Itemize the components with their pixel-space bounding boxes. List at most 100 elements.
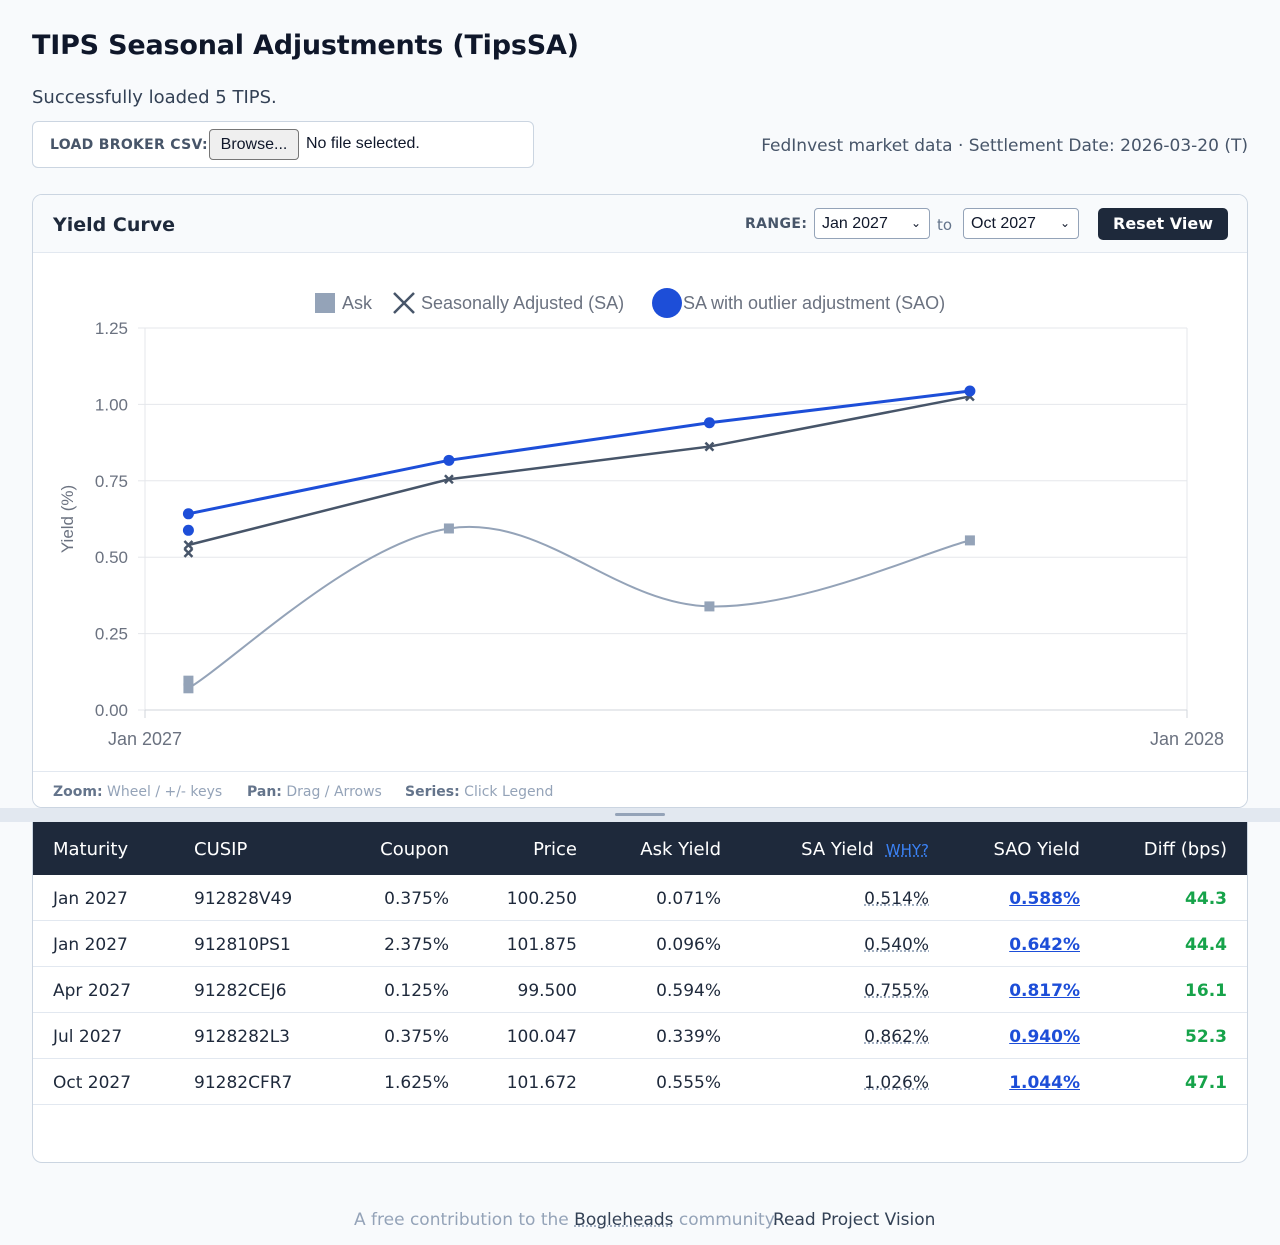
chevron-down-icon: ⌄ [910,216,921,230]
ask-point [183,683,194,694]
sao-point [964,385,976,397]
series-hint: Series: Click Legend [405,784,554,800]
y-tick-label: 0.75 [95,472,128,491]
cell-maturity: Jul 2027 [53,1027,123,1047]
cell-sa-yield[interactable]: 0.514% [864,889,929,909]
cell-maturity: Jan 2027 [53,935,128,955]
cell-diff: 16.1 [1185,981,1227,1001]
table-row: Jul 2027 9128282L3 0.375% 100.047 0.339% 0.86… [33,1013,1247,1059]
th-sa-yield: SA Yield WHY? [801,839,929,860]
cell-cusip: 91282CEJ6 [194,981,287,1001]
chart-card: Yield Curve RANGE: Jan 2027 ⌄ to Oct 202… [32,194,1248,808]
th-sao-yield: SAO Yield [993,839,1080,860]
cell-sa-yield[interactable]: 0.540% [864,935,929,955]
csv-label: LOAD BROKER CSV: [50,137,208,153]
cell-coupon: 1.625% [384,1073,449,1093]
table-row: Jan 2027 912828V49 0.375% 100.250 0.071% 0.51… [33,875,1247,921]
x-tick-label: Jan 2027 [108,729,182,749]
cell-sa-yield[interactable]: 0.862% [864,1027,929,1047]
legend-circle-icon [652,288,682,318]
th-maturity: Maturity [53,839,129,860]
legend-label[interactable]: Seasonally Adjusted (SA) [421,293,624,313]
zoom-hint: Zoom: Wheel / +/- keys [53,784,223,800]
sao-point [443,454,455,466]
cell-sao-yield[interactable]: 0.940% [1009,1027,1080,1047]
cell-cusip: 912828V49 [194,889,293,909]
y-tick-label: 1.00 [95,395,128,414]
reset-view-button[interactable]: Reset View [1098,208,1228,240]
ask-point [704,601,715,612]
ask-point [183,675,194,686]
chart-header: Yield Curve RANGE: Jan 2027 ⌄ to Oct 202… [33,195,1247,253]
table-row: Oct 2027 91282CFR7 1.625% 101.672 0.555% 1.02… [33,1059,1247,1105]
th-ask-yield: Ask Yield [640,839,721,860]
cell-cusip: 912810PS1 [194,935,291,955]
series-line-1 [188,395,971,547]
cell-coupon: 0.375% [384,889,449,909]
cell-ask-yield: 0.339% [656,1027,721,1047]
yield-curve-chart[interactable]: 0.00 0.25 0.50 0.75 1.00 1.25 Jan 2027 Jan 2028… [33,253,1247,771]
legend-x-icon [393,292,415,314]
cell-ask-yield: 0.555% [656,1073,721,1093]
cell-cusip: 9128282L3 [194,1027,290,1047]
cell-diff: 44.3 [1185,889,1227,909]
cell-diff: 47.1 [1185,1073,1227,1093]
chart-hints: Zoom: Wheel / +/- keys Pan: Drag / Arrow… [33,771,1247,807]
range-from-select[interactable]: Jan 2027 ⌄ [814,208,930,239]
footer-credit: A free contribution to the Bogleheads co… [354,1210,778,1230]
cell-sao-yield[interactable]: 0.817% [1009,981,1080,1001]
cell-diff: 52.3 [1185,1027,1227,1047]
ask-point [443,523,454,534]
th-price: Price [533,839,577,860]
drag-handle-icon[interactable] [615,813,665,816]
y-tick-label: 0.25 [95,625,128,644]
market-info: FedInvest market data · Settlement Date:… [761,136,1248,156]
table-row: Jan 2027 912810PS1 2.375% 101.875 0.096% 0.54… [33,921,1247,967]
browse-button[interactable]: Browse... [209,129,299,160]
range-to-select[interactable]: Oct 2027 ⌄ [963,208,1079,239]
status-message: Successfully loaded 5 TIPS. [32,87,277,108]
cell-price: 101.672 [506,1073,577,1093]
range-to-label: to [937,216,953,234]
legend-label[interactable]: SA with outlier adjustment (SAO) [683,293,945,313]
cell-maturity: Apr 2027 [53,981,132,1001]
pan-hint: Pan: Drag / Arrows [247,784,382,800]
cell-cusip: 91282CFR7 [194,1073,293,1093]
th-diff: Diff (bps) [1143,839,1227,860]
sao-point [182,508,194,520]
cell-price: 100.047 [506,1027,577,1047]
project-vision-link[interactable]: Read Project Vision [773,1210,936,1230]
sa-point [183,540,194,550]
cell-sao-yield[interactable]: 1.044% [1009,1073,1080,1093]
tips-table: Maturity CUSIP Coupon Price Ask Yield SA… [32,822,1248,1163]
series-line-0 [187,525,971,690]
range-from-value: Jan 2027 [822,215,888,232]
why-link[interactable]: WHY? [885,841,929,859]
y-tick-label: 1.25 [95,319,128,338]
sao-point [182,524,194,536]
cell-diff: 44.4 [1185,935,1227,955]
cell-ask-yield: 0.096% [656,935,721,955]
th-coupon: Coupon [380,839,449,860]
csv-loader: LOAD BROKER CSV: Browse... No file selec… [32,121,534,168]
cell-sao-yield[interactable]: 0.642% [1009,935,1080,955]
cell-ask-yield: 0.594% [656,981,721,1001]
cell-sa-yield[interactable]: 0.755% [864,981,929,1001]
cell-sa-yield[interactable]: 1.026% [864,1073,929,1093]
cell-price: 101.875 [506,935,577,955]
cell-price: 100.250 [506,889,577,909]
legend-label[interactable]: Ask [342,293,373,313]
th-cusip: CUSIP [194,839,248,860]
cell-ask-yield: 0.071% [656,889,721,909]
range-to-value: Oct 2027 [971,215,1036,232]
ask-point [964,535,975,546]
file-status: No file selected. [306,135,420,152]
y-tick-label: 0.00 [95,701,128,720]
cell-sao-yield[interactable]: 0.588% [1009,889,1080,909]
bogleheads-link[interactable]: Bogleheads [574,1210,674,1230]
cell-price: 99.500 [517,981,577,1001]
cell-maturity: Jan 2027 [53,889,128,909]
table-row: Apr 2027 91282CEJ6 0.125% 99.500 0.594% 0.755… [33,967,1247,1013]
y-axis-label: Yield (%) [58,485,77,553]
chevron-down-icon: ⌄ [1059,216,1070,230]
